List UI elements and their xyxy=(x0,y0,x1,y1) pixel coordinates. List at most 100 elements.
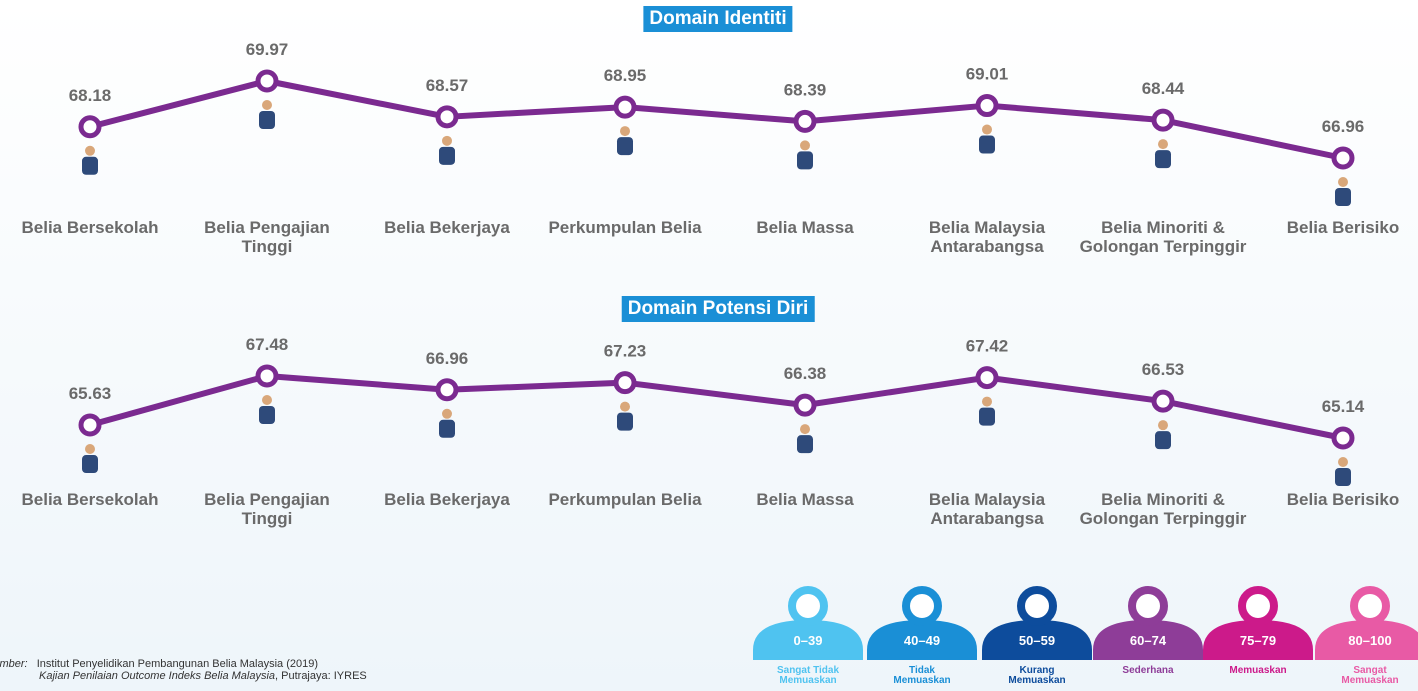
icon-body xyxy=(1335,468,1351,486)
line xyxy=(89,78,1344,161)
value-label: 65.14 xyxy=(1322,397,1365,416)
icon-body xyxy=(439,419,455,438)
icon-head xyxy=(620,401,630,412)
category-label: Perkumpulan Belia xyxy=(548,218,702,237)
category-label: Belia Berisiko xyxy=(1286,218,1400,237)
legend-body xyxy=(1203,620,1313,660)
value-label: 65.63 xyxy=(69,384,112,403)
point xyxy=(435,378,459,402)
point xyxy=(1151,389,1175,413)
value-label: 66.96 xyxy=(426,349,469,368)
value-label: 66.96 xyxy=(1322,117,1365,136)
category-label: Belia Bersekolah xyxy=(21,218,159,237)
icon-body xyxy=(617,412,633,431)
source-line-1: Sumber: Institut Penyelidikan Pembanguna… xyxy=(0,658,367,670)
icon-body xyxy=(82,156,98,175)
point xyxy=(613,95,637,119)
value-label: 67.42 xyxy=(966,337,1009,356)
legend-label: Sederhana xyxy=(1122,665,1174,676)
legend-body xyxy=(1093,620,1203,660)
source-text: Institut Penyelidikan Pembangunan Belia … xyxy=(36,658,319,670)
legend-head xyxy=(1128,586,1168,626)
source-title: Kajian Penilaian Outcome Indeks Belia Ma… xyxy=(39,670,276,682)
icon-body xyxy=(1155,150,1171,169)
legend-range: 50–59 xyxy=(1019,633,1055,648)
icon-body xyxy=(82,455,98,474)
point xyxy=(1331,426,1355,450)
icon-body xyxy=(979,407,995,426)
value-label: 67.48 xyxy=(246,335,289,354)
point xyxy=(975,366,999,390)
icon-head xyxy=(1338,177,1348,187)
value-label: 68.18 xyxy=(69,86,112,105)
icon-head xyxy=(85,145,95,156)
legend-head xyxy=(1350,586,1390,626)
point xyxy=(793,109,817,133)
icon-head xyxy=(85,444,95,455)
legend-label: Kurang Memuaskan xyxy=(1008,665,1066,686)
legend-body xyxy=(753,620,863,660)
category-label: Belia Minoriti & Golongan Terpinggir xyxy=(1079,490,1247,528)
icon-head xyxy=(982,396,992,407)
icon-body xyxy=(259,111,275,129)
category-label: Belia Bekerjaya xyxy=(384,218,510,237)
value-label: 69.01 xyxy=(966,65,1009,84)
legend-label: Sangat Memuaskan xyxy=(1341,665,1399,686)
legend-range: 60–74 xyxy=(1130,633,1167,648)
icon-head xyxy=(1158,420,1168,431)
legend-label: Memuaskan xyxy=(1229,665,1287,676)
icon-head xyxy=(442,408,452,419)
source-line-2: Kajian Penilaian Outcome Indeks Belia Ma… xyxy=(0,670,367,682)
legend-label: Tidak Memuaskan xyxy=(893,665,951,686)
legend-label: Sangat Tidak Memuaskan xyxy=(776,665,840,686)
icon-head xyxy=(620,126,630,137)
point xyxy=(255,69,279,93)
category-label: Belia Bekerjaya xyxy=(384,490,510,509)
category-label: Belia Bersekolah xyxy=(21,490,159,509)
category-label: Belia Massa xyxy=(756,218,854,237)
chart-title: Domain Identiti xyxy=(643,6,793,32)
value-label: 66.38 xyxy=(784,364,827,383)
icon-body xyxy=(979,135,995,154)
point xyxy=(1151,108,1175,132)
icon-head xyxy=(262,100,272,110)
category-label: Belia Minoriti & Golongan Terpinggir xyxy=(1079,218,1247,256)
icon-head xyxy=(982,124,992,135)
icon-body xyxy=(1335,188,1351,206)
source-text: , Putrajaya: IYRES xyxy=(275,670,367,682)
category-label: Belia Massa xyxy=(756,490,854,509)
legend-range: 40–49 xyxy=(904,633,940,648)
legend-head xyxy=(788,586,828,626)
legend-head xyxy=(902,586,942,626)
icon-body xyxy=(259,406,275,424)
point xyxy=(975,94,999,118)
point xyxy=(613,371,637,395)
legend-range: 0–39 xyxy=(794,633,823,648)
category-label: Perkumpulan Belia xyxy=(548,490,702,509)
value-label: 69.97 xyxy=(246,40,289,59)
icon-body xyxy=(439,146,455,165)
icon-head xyxy=(800,424,810,435)
value-label: 66.53 xyxy=(1142,360,1185,379)
point xyxy=(78,115,102,139)
source: Sumber: Institut Penyelidikan Pembanguna… xyxy=(0,658,367,682)
legend-head xyxy=(1238,586,1278,626)
legend-body xyxy=(982,620,1092,660)
category-label: Belia Pengajian Tinggi xyxy=(204,218,330,256)
icon-body xyxy=(617,137,633,156)
icon-body xyxy=(797,151,813,170)
point xyxy=(78,413,102,437)
point xyxy=(255,364,279,388)
legend-range: 75–79 xyxy=(1240,633,1276,648)
icon-head xyxy=(1338,457,1348,467)
source-heading: Sumber: xyxy=(0,658,28,670)
category-label: Belia Malaysia Antarabangsa xyxy=(928,218,1046,256)
icon-body xyxy=(1155,431,1171,450)
legend-head xyxy=(1017,586,1057,626)
legend-body xyxy=(1315,620,1418,660)
point xyxy=(1331,146,1355,170)
icon-body xyxy=(797,435,813,454)
icon-head xyxy=(262,395,272,405)
